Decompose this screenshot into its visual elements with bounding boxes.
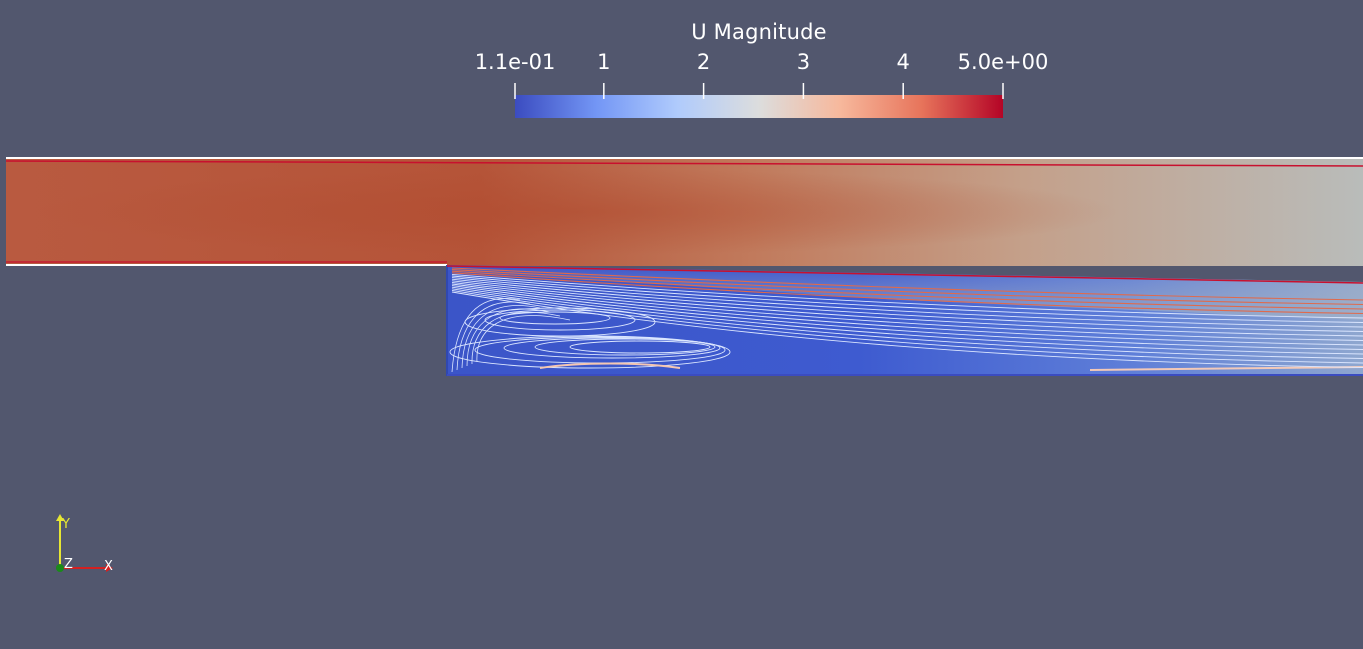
- colorbar-tick-label: 1.1e-01: [474, 50, 556, 74]
- bottom-wall-highlight: [1089, 366, 1363, 371]
- colorbar-tick-label: 5.0e+00: [957, 50, 1049, 74]
- contour-line: [569, 340, 711, 354]
- contour-line: [471, 311, 561, 365]
- x-axis-label: X: [104, 559, 113, 574]
- contour-line: [451, 273, 1363, 319]
- colorbar-tick-label: 1: [597, 50, 611, 74]
- jet-core: [6, 158, 1363, 266]
- contour-line: [451, 280, 1363, 337]
- x-axis-arrow: [106, 564, 113, 572]
- contour-line: [451, 298, 521, 373]
- contour-lines: [449, 267, 1363, 373]
- colorbar: [515, 95, 1003, 118]
- contour-line: [474, 336, 726, 364]
- y-axis-label: Y: [61, 517, 70, 532]
- contour-line: [461, 305, 541, 369]
- contour-line: [451, 270, 1363, 310]
- contour-line: [451, 288, 1363, 359]
- contour-line: [451, 289, 1363, 364]
- separation-line: [446, 265, 1363, 284]
- contour-line: [451, 267, 1363, 301]
- colorbar-tick-label: 2: [696, 50, 711, 74]
- contour-line: [449, 335, 731, 369]
- contour-line: [451, 269, 1363, 306]
- contour-line: [499, 311, 611, 325]
- colorbar-title: U Magnitude: [691, 20, 827, 44]
- contour-line: [451, 285, 1363, 350]
- contour-line: [451, 283, 1363, 346]
- contour-line: [451, 272, 1363, 315]
- colorbar-tick-label: 4: [896, 50, 910, 74]
- z-axis-dot: [56, 564, 64, 572]
- y-axis-arrow: [56, 514, 64, 521]
- contour-line: [503, 337, 721, 359]
- contour-line: [484, 309, 636, 331]
- flow-domain: [5, 157, 1363, 376]
- contour-line: [451, 278, 1363, 332]
- contour-line: [466, 308, 551, 367]
- colorbar-tick-label: 3: [796, 50, 811, 74]
- contour-line: [451, 281, 1363, 341]
- contour-line: [451, 286, 1363, 355]
- contour-line: [456, 301, 531, 371]
- contour-line: [451, 275, 1363, 323]
- orientation-axes: Y X Z: [56, 514, 113, 574]
- top-wall-boundary-layer: [5, 160, 1363, 167]
- contour-line: [534, 338, 716, 356]
- contour-line: [539, 362, 681, 369]
- contour-line: [451, 291, 1363, 368]
- contour-line: [451, 277, 1363, 328]
- z-axis-label: Z: [64, 557, 73, 572]
- contour-line: [476, 315, 571, 363]
